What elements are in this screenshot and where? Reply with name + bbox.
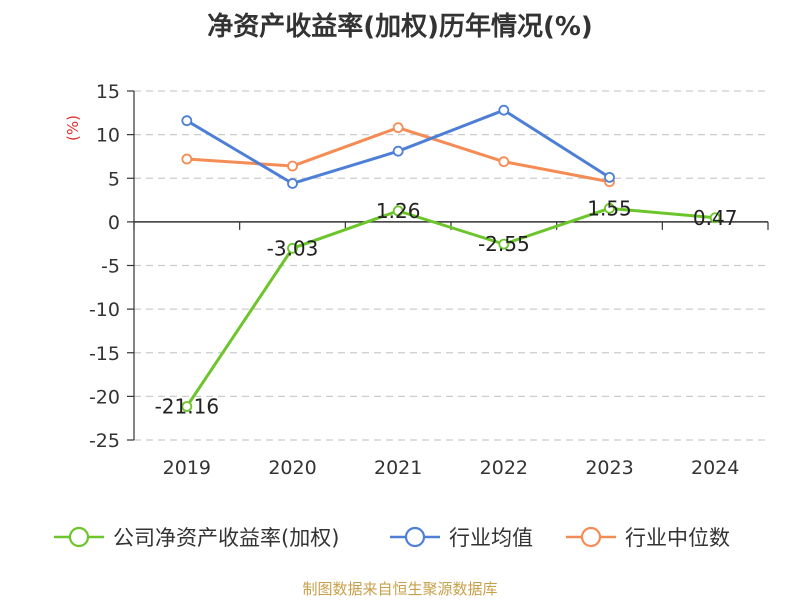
legend: 公司净资产收益率(加权) 行业均值 行业中位数	[54, 526, 730, 550]
y-tick-label: -10	[89, 299, 120, 321]
x-tick-label: 2019	[163, 457, 211, 479]
legend-item: 行业均值	[390, 526, 533, 550]
legend-marker	[68, 526, 90, 548]
data-point	[181, 153, 193, 165]
x-tick-label: 2022	[480, 457, 528, 479]
data-point	[181, 401, 193, 412]
y-tick-label: -15	[89, 343, 120, 365]
x-tick-label: 2020	[268, 457, 316, 479]
data-point	[604, 171, 615, 183]
y-tick-label: -25	[89, 430, 120, 452]
x-tick-label: 2021	[374, 457, 422, 479]
series-0	[181, 202, 721, 412]
legend-label: 行业中位数	[625, 526, 730, 550]
series-1	[181, 104, 615, 189]
data-point	[498, 156, 510, 168]
legend-label: 公司净资产收益率(加权)	[113, 526, 339, 550]
data-point	[498, 104, 510, 116]
y-tick-label: -20	[89, 386, 120, 408]
x-tick-label: 2023	[585, 457, 633, 479]
y-tick-label: 10	[96, 125, 120, 147]
y-tick-label: 5	[108, 168, 120, 190]
legend-label: 行业均值	[449, 526, 533, 550]
legend-item: 行业中位数	[566, 526, 730, 550]
series-line	[185, 206, 716, 408]
chart-title: 净资产收益率(加权)历年情况(%)	[207, 12, 593, 42]
data-point	[287, 178, 298, 189]
data-point	[604, 202, 615, 214]
data-point	[392, 145, 404, 157]
data-label: 1.55	[587, 196, 632, 220]
data-label: -3.03	[267, 236, 319, 260]
legend-marker	[580, 526, 602, 548]
data-point	[287, 160, 298, 172]
legend-item: 公司净资产收益率(加权)	[54, 526, 339, 550]
data-point	[709, 212, 721, 224]
y-tick-label: 0	[108, 212, 120, 234]
series-lines	[181, 104, 721, 412]
data-point	[392, 205, 404, 217]
data-point	[498, 238, 510, 250]
data-label: -2.55	[478, 232, 530, 256]
legend-marker	[404, 526, 426, 548]
data-label: 1.26	[376, 199, 421, 223]
y-axis-unit-label: (%)	[64, 115, 82, 141]
y-tick-label: -5	[101, 256, 120, 278]
source-note: 制图数据来自恒生聚源数据库	[302, 580, 498, 598]
data-point	[181, 115, 193, 127]
axes: 15 10 5 0 -5 -10 -15 -20 -25 2019 2020 2021 2022 2023…	[89, 81, 769, 479]
x-tick-label: 2024	[691, 457, 739, 479]
data-labels: -21.16 -3.03 1.26 -2.55 1.55 0.47	[155, 196, 738, 418]
data-label: 0.47	[693, 206, 738, 230]
grid-lines	[134, 90, 768, 441]
data-point	[392, 122, 404, 134]
data-label: -21.16	[155, 394, 219, 418]
y-tick-label: 15	[96, 81, 120, 103]
data-point	[287, 242, 298, 254]
